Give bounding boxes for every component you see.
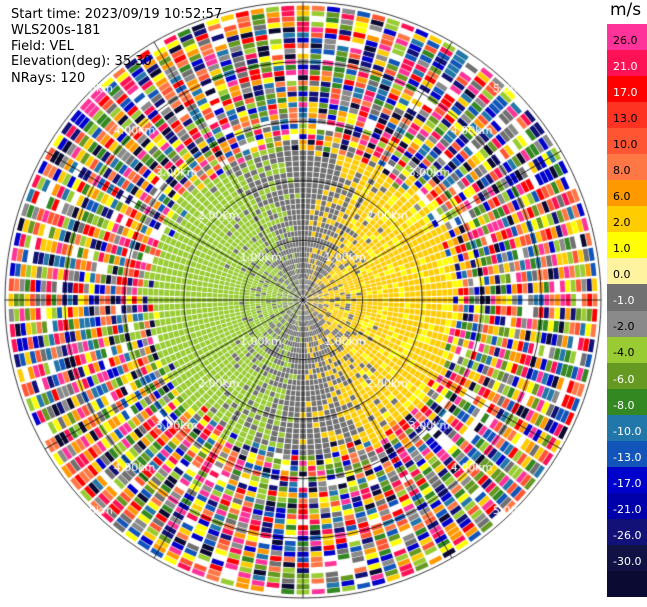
colorbar-tick-label: 26.0 <box>613 33 638 47</box>
colorbar-segment <box>607 414 647 442</box>
colorbar-tick-label: 21.0 <box>613 59 638 73</box>
colorbar-segment <box>607 180 647 207</box>
colorbar-tick-label: 8.0 <box>613 164 631 178</box>
colorbar-tick-label: -1.0 <box>613 294 635 308</box>
colorbar-tick-label: 1.0 <box>613 242 631 256</box>
colorbar-tick-label: 6.0 <box>613 190 631 204</box>
colorbar-segment <box>607 544 647 572</box>
colorbar-segment <box>607 206 647 233</box>
colorbar-tick-label: -30.0 <box>613 554 642 568</box>
instrument-label: WLS200s-181 <box>11 23 101 38</box>
colorbar-segment <box>607 518 647 546</box>
colorbar-segment <box>607 154 647 181</box>
colorbar-tick-label: -2.0 <box>613 320 635 334</box>
colorbar-segment <box>607 440 647 468</box>
colorbar-segment <box>607 388 647 416</box>
colorbar-segment <box>607 128 647 155</box>
colorbar-tick-label: -6.0 <box>613 372 635 386</box>
colorbar-segment <box>607 570 647 598</box>
colorbar-segment <box>607 76 647 103</box>
nrays-label: NRays: 120 <box>11 71 86 86</box>
colorbar-segment <box>607 284 647 311</box>
colorbar-segment <box>607 102 647 129</box>
colorbar-tick-label: -8.0 <box>613 398 635 412</box>
colorbar-tick-label: -21.0 <box>613 502 642 516</box>
elevation-label: Elevation(deg): 35.30 <box>11 54 152 69</box>
colorbar-tick-label: -4.0 <box>613 346 635 360</box>
colorbar-segment <box>607 336 647 364</box>
colorbar-segment <box>607 232 647 259</box>
colorbar-tick-label: 2.0 <box>613 216 631 230</box>
colorbar: 26.0 21.0 17.0 13.0 10.0 8.0 6.0 2.0 1.0 0.0 -1.0 -… <box>607 24 647 598</box>
field-label: Field: VEL <box>11 39 74 54</box>
colorbar-tick-label: 0.0 <box>613 268 631 282</box>
colorbar-segment <box>607 258 647 285</box>
colorbar-segment <box>607 492 647 520</box>
colorbar-segment <box>607 362 647 390</box>
colorbar-segment <box>607 24 647 51</box>
colorbar-segment <box>607 466 647 494</box>
colorbar-tick-label: -17.0 <box>613 476 642 490</box>
colorbar-tick-label: -26.0 <box>613 528 642 542</box>
colorbar-tick-label: -13.0 <box>613 450 642 464</box>
colorbar-segment <box>607 50 647 77</box>
colorbar-tick-label: 13.0 <box>613 112 638 126</box>
colorbar-segment <box>607 310 647 338</box>
ppi-velocity-plot <box>0 0 607 607</box>
colorbar-unit: m/s <box>610 0 642 20</box>
colorbar-tick-label: -10.0 <box>613 424 642 438</box>
colorbar-tick-label: 17.0 <box>613 86 638 100</box>
colorbar-tick-label: 10.0 <box>613 138 638 152</box>
start-time-label: Start time: 2023/09/19 10:52:57 <box>11 7 223 22</box>
